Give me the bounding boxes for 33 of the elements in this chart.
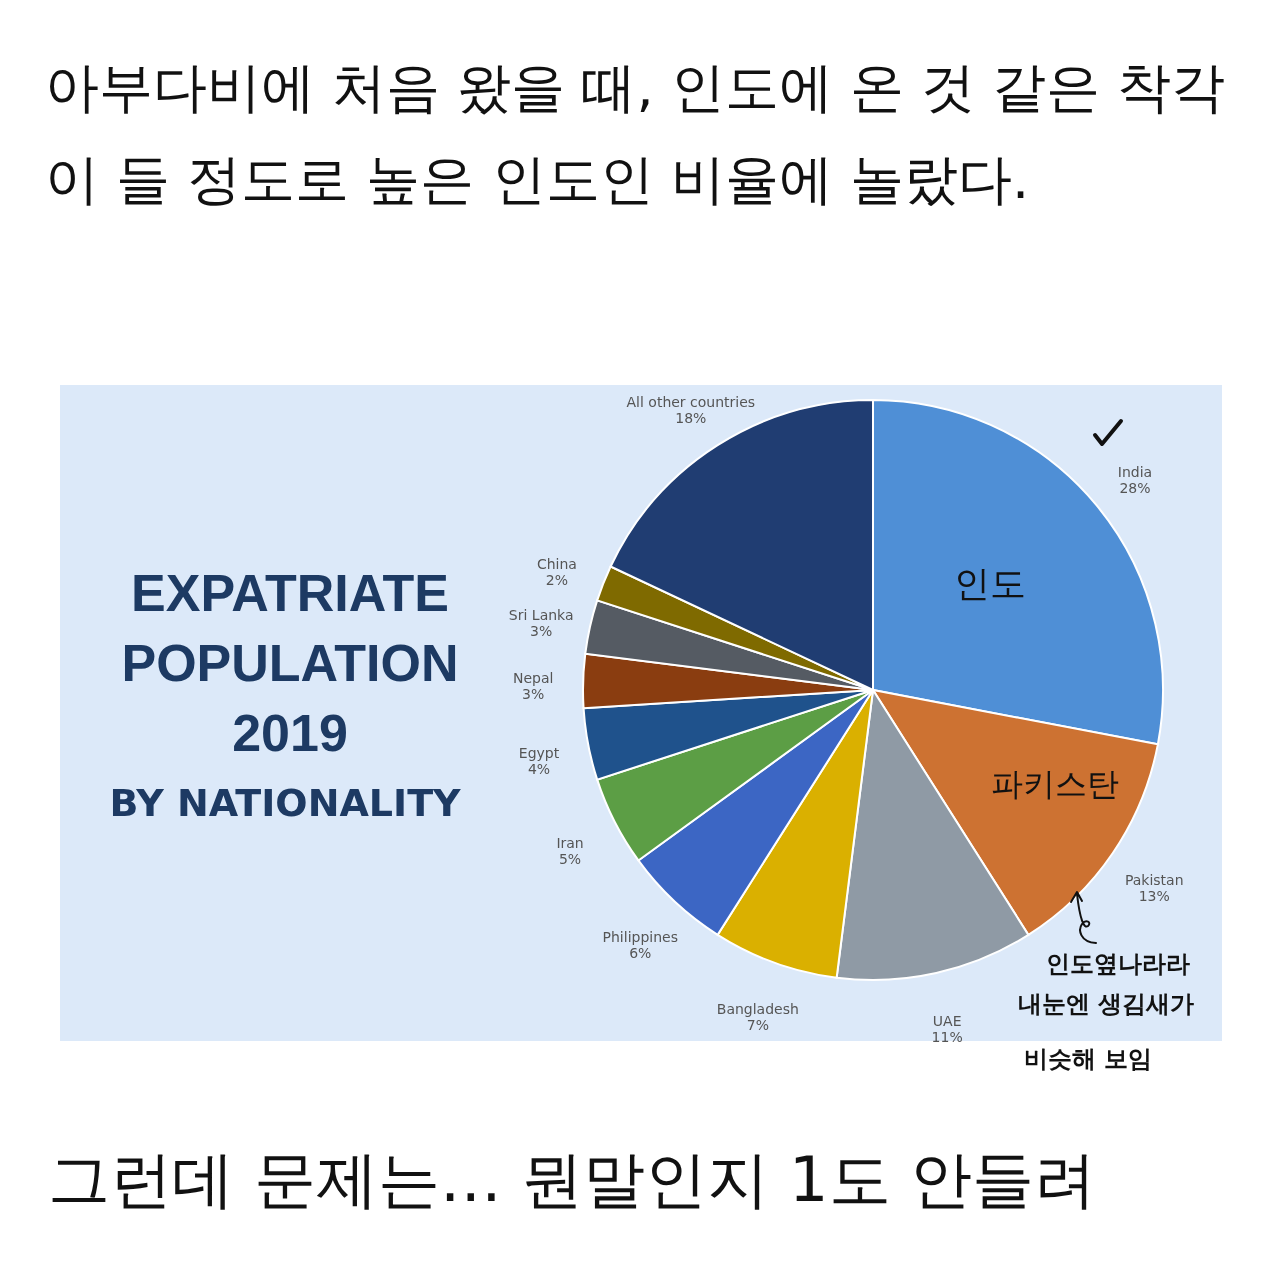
data-label: 4% <box>527 760 551 777</box>
slice-label: Sri Lanka <box>508 606 574 623</box>
data-label: 2% <box>545 571 568 588</box>
text: 그런데 문제는… 뭔말인지 1도 안들려 <box>48 1142 1097 1218</box>
slice-label: Philippines <box>602 928 678 945</box>
slice-label: Egypt <box>518 744 560 761</box>
data-label: 18% <box>675 409 707 426</box>
data-label: 6% <box>629 944 652 961</box>
slice-label: All other countries <box>626 393 756 410</box>
slice-label: UAE <box>932 1012 962 1029</box>
data-label: 13% <box>1138 888 1170 905</box>
slice-label: Bangladesh <box>716 1000 799 1017</box>
data-label: 7% <box>746 1016 769 1033</box>
slice-label: Nepal <box>512 670 554 687</box>
slice-label: India <box>1117 464 1153 481</box>
text: EXPATRIATE <box>131 564 449 622</box>
data-label: 3% <box>530 622 553 639</box>
text: BY NATIONALITY <box>109 781 462 825</box>
slice-label: China <box>536 555 577 572</box>
data-label: 11% <box>931 1028 963 1045</box>
slice-label: Iran <box>556 835 584 852</box>
data-label: 28% <box>1119 480 1151 497</box>
text: POPULATION <box>121 634 459 692</box>
text: 내눈엔 생김새가 <box>1017 990 1195 1018</box>
text: 인도옆나라라 <box>1046 950 1190 978</box>
text: 파키스탄 <box>991 765 1119 803</box>
text: 인도 <box>954 563 1026 604</box>
slice-label: Pakistan <box>1124 872 1184 889</box>
data-label: 3% <box>522 686 545 703</box>
chart-title: 아부다비에 처음 왔을 때, 인도에 온 것 같은 착각이 들 정도로 높은 인도인 비율에 놀랐다. <box>45 55 1227 213</box>
text: 비슷해 보임 <box>1023 1045 1153 1073</box>
data-label: 5% <box>558 851 582 868</box>
text: 2019 <box>232 704 348 762</box>
